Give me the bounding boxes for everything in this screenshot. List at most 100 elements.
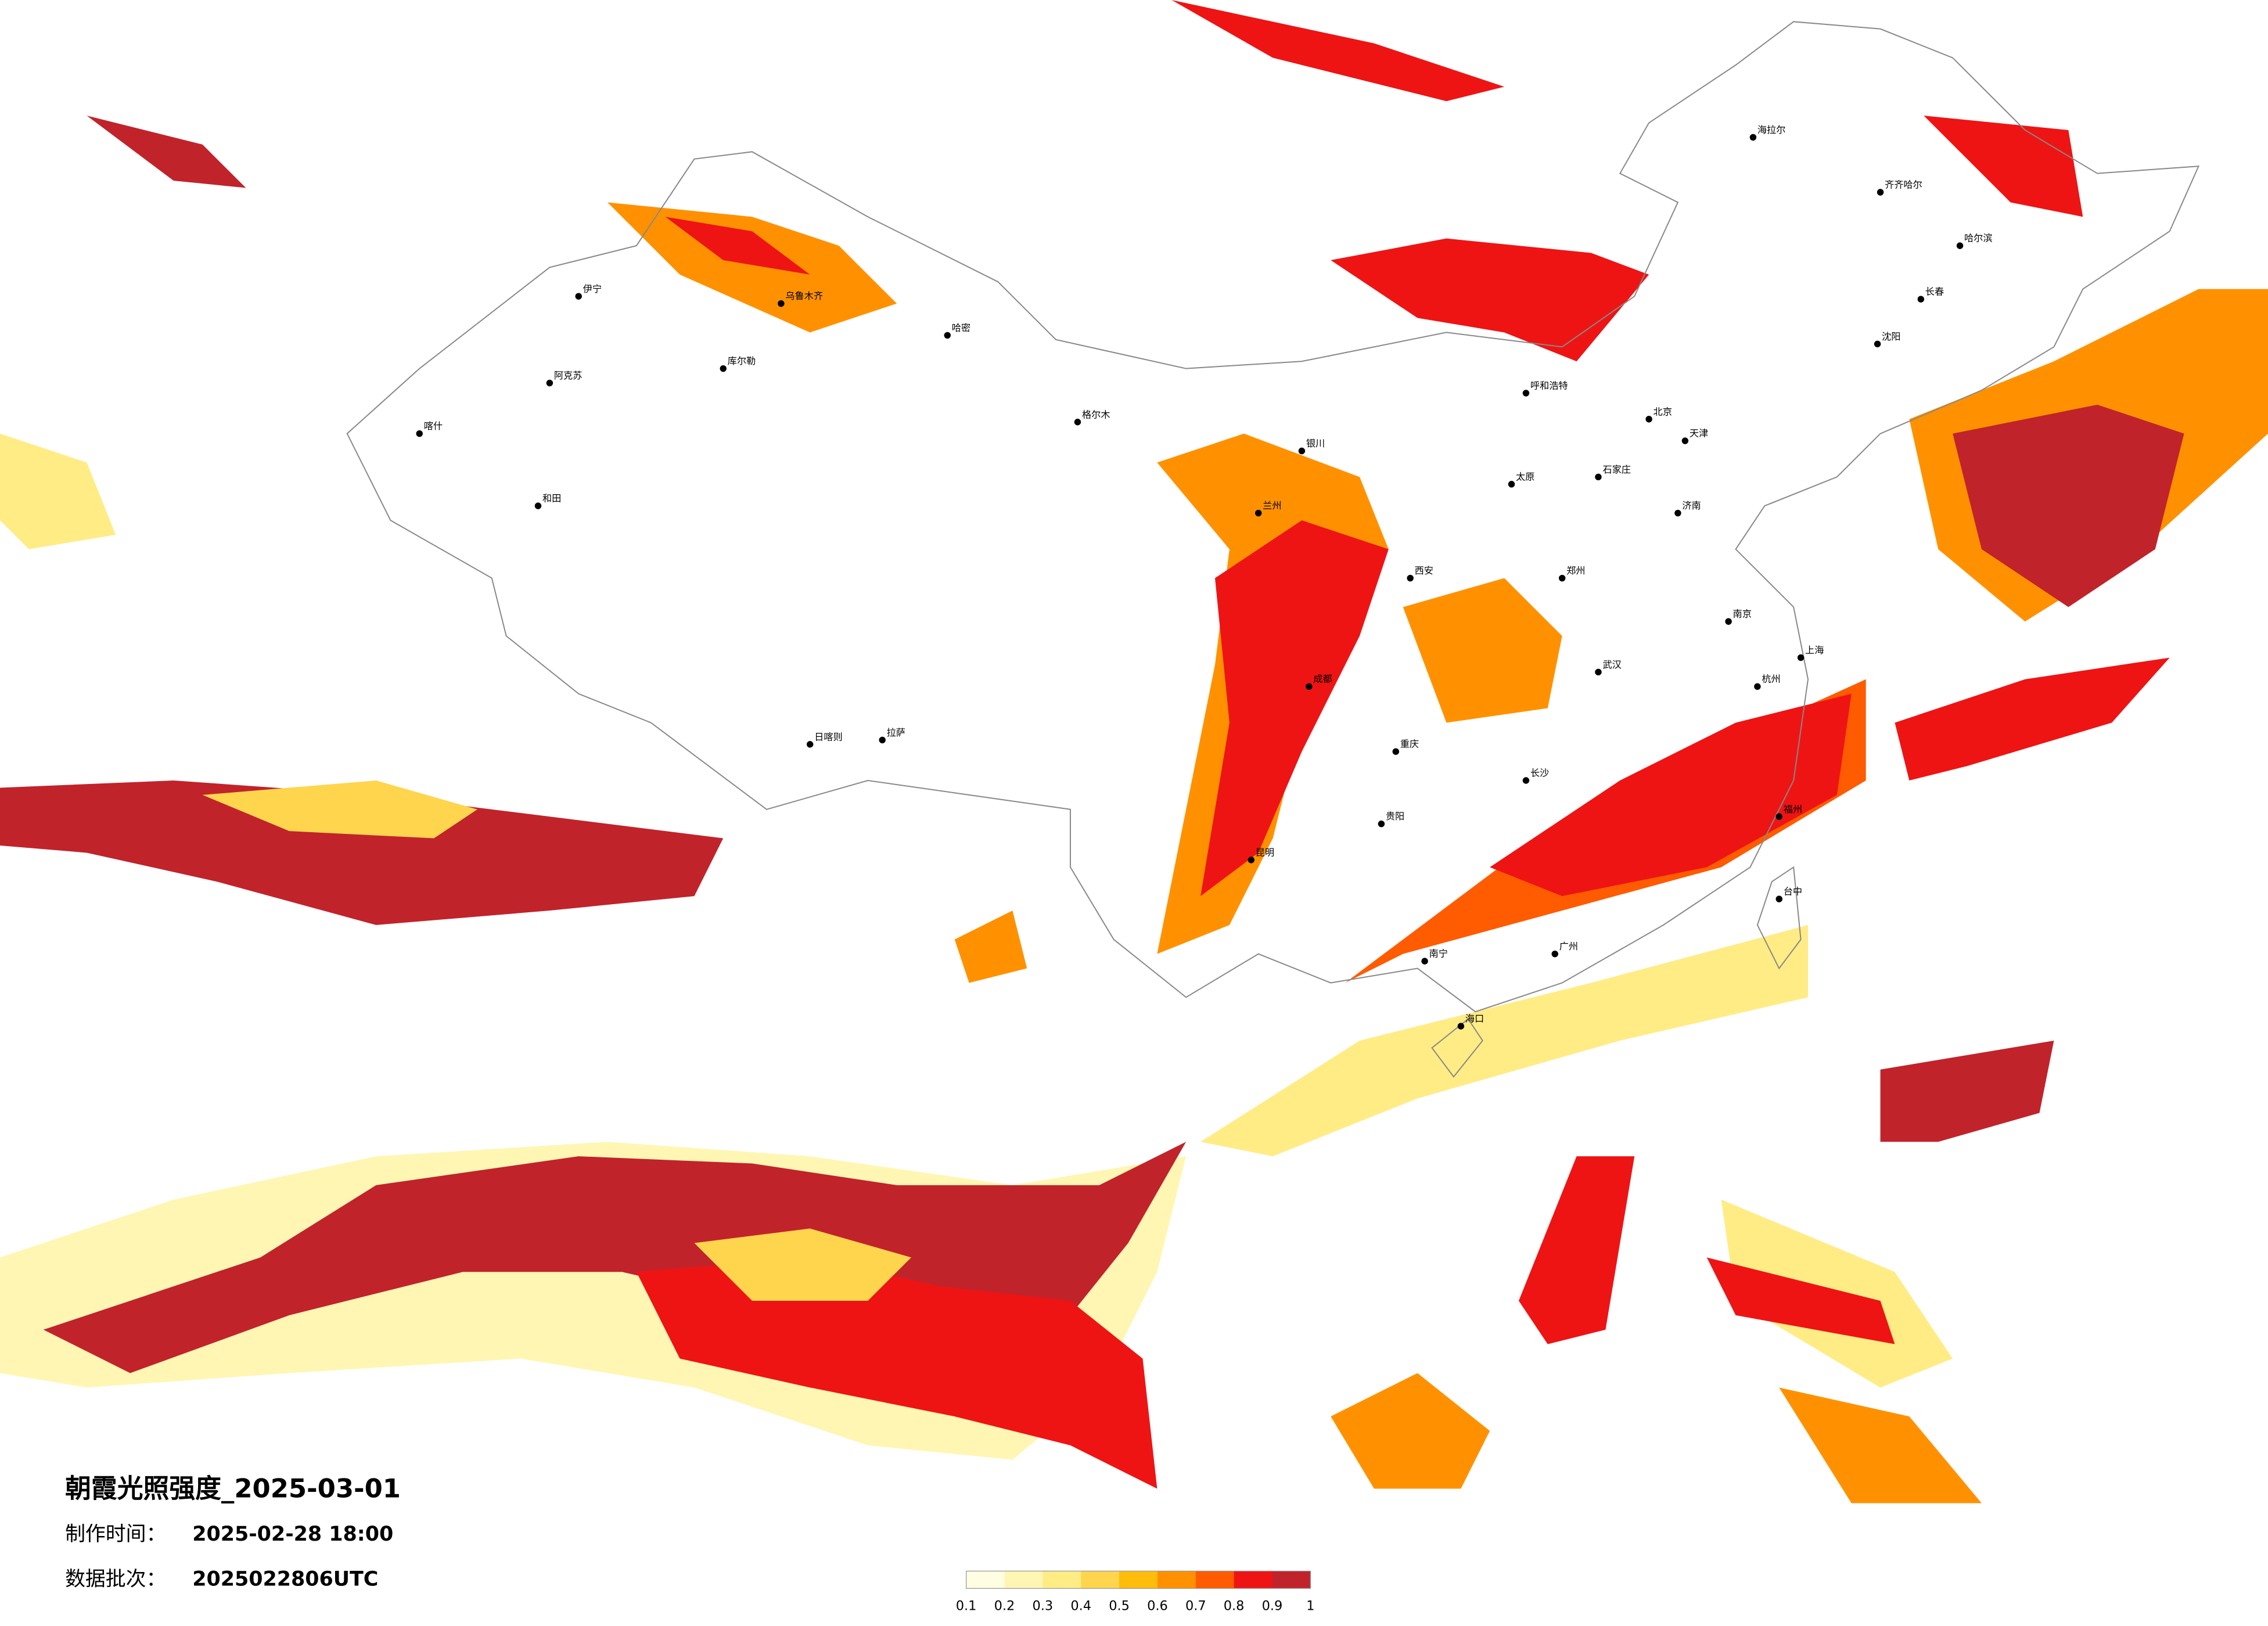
city-label: 昆明 xyxy=(1256,847,1274,858)
city-label: 天津 xyxy=(1690,428,1708,439)
city-dot xyxy=(1255,509,1262,517)
colorbar-tick-label: 0.4 xyxy=(1070,1599,1091,1614)
city-label: 济南 xyxy=(1682,500,1701,511)
city-label: 西安 xyxy=(1415,565,1433,576)
city-dot xyxy=(1595,668,1602,676)
colorbar-tick-label: 0.1 xyxy=(956,1599,977,1614)
hainan-outline xyxy=(1431,1018,1483,1078)
city-dot xyxy=(1558,574,1566,582)
city-label: 呼和浩特 xyxy=(1530,380,1568,391)
colorbar-tick-label: 0.6 xyxy=(1147,1599,1168,1614)
city-label: 成都 xyxy=(1313,674,1332,685)
city-dot xyxy=(720,365,727,372)
city-label: 乌鲁木齐 xyxy=(785,290,823,301)
city-label: 兰州 xyxy=(1263,500,1281,511)
city-dot xyxy=(1775,813,1782,820)
city-label: 和田 xyxy=(542,493,561,504)
city-dot xyxy=(778,300,785,307)
batch-value: 2025022806UTC xyxy=(192,1567,378,1591)
city-label: 长春 xyxy=(1925,286,1944,297)
city-dot xyxy=(1248,857,1255,864)
intensity-field xyxy=(0,0,2268,1503)
colorbar-cell xyxy=(1004,1571,1044,1589)
city-dot xyxy=(1457,1023,1465,1030)
colorbar-cell xyxy=(1234,1571,1273,1589)
city-dot xyxy=(1298,447,1306,455)
city-dot xyxy=(1674,509,1681,517)
city-label: 喀什 xyxy=(424,420,443,431)
made-time-value: 2025-02-28 18:00 xyxy=(192,1523,393,1546)
city-dot xyxy=(575,293,582,300)
city-label: 伊宁 xyxy=(583,283,602,294)
city-dot xyxy=(1522,390,1530,397)
city-dot xyxy=(1421,958,1428,965)
city-dot xyxy=(1917,296,1925,303)
city-dot xyxy=(1522,777,1530,784)
city-dot xyxy=(1681,437,1689,444)
city-dot xyxy=(806,741,814,748)
taiwan-outline xyxy=(1756,866,1802,970)
city-dot xyxy=(1775,895,1782,902)
city-label: 哈密 xyxy=(952,322,971,333)
colorbar-cell xyxy=(1043,1571,1081,1589)
city-label: 广州 xyxy=(1559,941,1578,952)
city-label: 海口 xyxy=(1465,1013,1484,1024)
city-label: 库尔勒 xyxy=(728,355,756,366)
colorbar-tick-label: 0.9 xyxy=(1262,1599,1283,1614)
city-dot xyxy=(1074,419,1081,426)
map-title: 朝霞光照强度_2025-03-01 xyxy=(65,1473,401,1504)
city-label: 银川 xyxy=(1306,438,1325,449)
city-dot xyxy=(546,379,553,387)
city-dot xyxy=(1725,618,1732,625)
colorbar-tick-label: 0.7 xyxy=(1185,1599,1206,1614)
city-dot xyxy=(1956,242,1964,249)
city-dot xyxy=(1306,683,1313,690)
city-dot xyxy=(1508,481,1515,488)
city-label: 日喀则 xyxy=(814,731,843,742)
colorbar-cell xyxy=(966,1571,1005,1589)
city-dot xyxy=(1378,820,1385,828)
colorbar-tick-label: 0.5 xyxy=(1109,1599,1130,1614)
colorbar-frame xyxy=(965,1570,1311,1589)
city-label: 格尔木 xyxy=(1082,409,1110,420)
city-label: 重庆 xyxy=(1400,739,1419,750)
colorbar-cell xyxy=(1119,1571,1158,1589)
city-label: 南宁 xyxy=(1429,948,1448,959)
city-dot xyxy=(1877,189,1884,196)
city-label: 台中 xyxy=(1784,886,1802,897)
colorbar-tick-label: 0.3 xyxy=(1033,1599,1054,1614)
city-dot xyxy=(1595,473,1602,481)
batch-label: 数据批次： xyxy=(65,1567,166,1591)
colorbar-cell xyxy=(1195,1571,1235,1589)
city-label: 南京 xyxy=(1733,609,1752,620)
city-label: 太原 xyxy=(1516,471,1534,482)
city-label: 齐齐哈尔 xyxy=(1885,179,1922,190)
city-dot xyxy=(1874,340,1881,348)
city-label: 北京 xyxy=(1654,406,1672,417)
city-dot xyxy=(1551,950,1558,958)
city-dot xyxy=(1392,748,1399,755)
made-time-label: 制作时间： xyxy=(65,1523,166,1546)
city-dot xyxy=(1754,683,1761,690)
city-label: 石家庄 xyxy=(1602,464,1631,475)
colorbar-cell xyxy=(1272,1571,1311,1589)
city-label: 福州 xyxy=(1784,804,1802,815)
city-label: 海拉尔 xyxy=(1757,124,1786,135)
city-label: 杭州 xyxy=(1762,674,1780,685)
colorbar-tick-label: 1 xyxy=(1306,1599,1314,1614)
city-label: 上海 xyxy=(1805,645,1824,656)
city-label: 哈尔滨 xyxy=(1964,233,1993,244)
city-dot xyxy=(1407,574,1414,582)
city-dot xyxy=(534,502,542,509)
colorbar: 0.1 0.2 0.3 0.4 0.5 0.6 0.7 0.8 0.9 1 xyxy=(956,1570,1314,1614)
city-dot xyxy=(879,736,886,744)
city-dot xyxy=(1797,654,1805,661)
city-label: 拉萨 xyxy=(887,727,905,738)
city-label: 阿克苏 xyxy=(554,370,583,381)
city-label: 沈阳 xyxy=(1882,331,1900,342)
city-label: 郑州 xyxy=(1566,565,1585,576)
city-label: 武汉 xyxy=(1602,659,1621,670)
